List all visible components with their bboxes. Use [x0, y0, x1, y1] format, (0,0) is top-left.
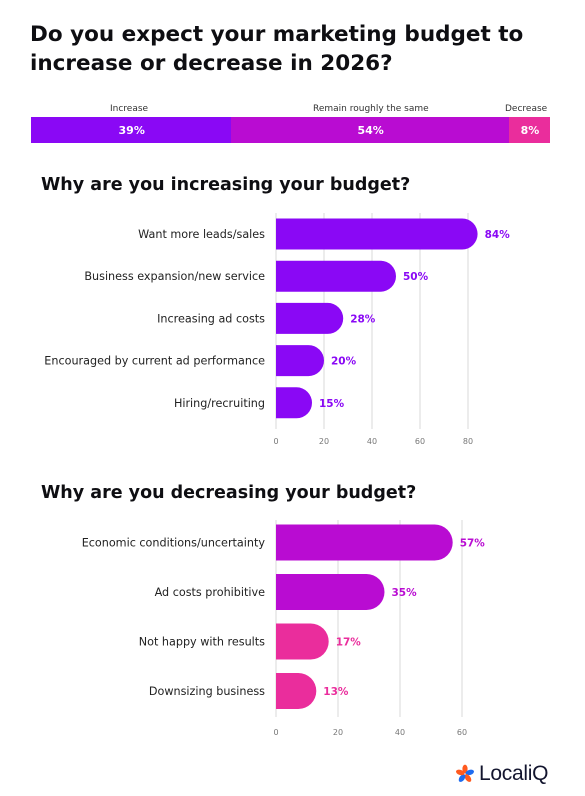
value-label: 57%: [460, 538, 486, 550]
value-label: 35%: [392, 587, 418, 599]
stack-segment-decrease: 8%: [508, 117, 550, 143]
x-tick-label: 60: [415, 437, 425, 446]
category-label: Want more leads/sales: [138, 228, 265, 241]
bar-economic-conditions-uncertainty: [276, 524, 453, 561]
category-label: Hiring/recruiting: [174, 397, 265, 410]
value-label: 15%: [319, 398, 345, 410]
category-label: Ad costs prohibitive: [155, 586, 266, 599]
stack-value-decrease: 8%: [520, 123, 540, 137]
page-title: Do you expect your marketing budget to i…: [30, 22, 524, 76]
bar-ad-costs-prohibitive: [276, 574, 385, 610]
decrease-reasons-chart: 0 20 40 60 Economic conditions/uncertainty 57…: [82, 520, 486, 737]
x-tick-label: 40: [367, 437, 377, 446]
bar-business-expansion-new-service: [276, 260, 396, 292]
category-label: Not happy with results: [139, 636, 265, 649]
bar-want-more-leads-sales: [276, 218, 478, 250]
x-tick-label: 0: [273, 437, 278, 446]
increase-reasons-chart: 0 20 40 60 80 Want more leads/sales 84% Busines…: [44, 213, 511, 446]
stack-label-increase: Increase: [110, 104, 149, 114]
value-label: 28%: [350, 313, 376, 325]
stack-value-increase: 39%: [118, 123, 145, 137]
asterisk-flower-icon: [455, 764, 475, 782]
bar-downsizing-business: [276, 673, 317, 709]
category-label: Increasing ad costs: [157, 312, 265, 325]
x-tick-label: 20: [319, 437, 329, 446]
bar-increasing-ad-costs: [276, 302, 344, 334]
x-tick-label: 60: [457, 728, 467, 737]
x-tick-label: 20: [333, 728, 343, 737]
category-label: Economic conditions/uncertainty: [82, 537, 266, 550]
stack-value-remain: 54%: [357, 123, 384, 137]
value-label: 84%: [485, 229, 511, 241]
increase-chart-title: Why are you increasing your budget?: [41, 175, 411, 195]
localiq-logo: LocaliQ: [455, 762, 548, 786]
x-tick-label: 80: [463, 437, 473, 446]
x-tick-label: 40: [395, 728, 405, 737]
value-label: 50%: [403, 271, 429, 283]
stack-segment-increase: 39%: [31, 117, 233, 143]
category-label: Downsizing business: [149, 685, 265, 698]
stacked-budget-bar: 39% 54% 8%: [31, 117, 550, 143]
value-label: 13%: [323, 686, 349, 698]
x-tick-label: 0: [273, 728, 278, 737]
stack-label-decrease: Decrease: [505, 104, 548, 114]
bar-not-happy-with-results: [276, 623, 329, 660]
value-label: 20%: [331, 356, 357, 368]
stack-segment-remain: 54%: [231, 117, 510, 143]
value-label: 17%: [336, 637, 362, 649]
stack-label-remain: Remain roughly the same: [313, 104, 429, 114]
bar-encouraged-by-current-ad-performance: [276, 345, 324, 377]
bar-hiring-recruiting: [276, 387, 312, 419]
logo-text: LocaliQ: [479, 762, 549, 785]
category-label: Encouraged by current ad performance: [44, 355, 265, 368]
decrease-chart-title: Why are you decreasing your budget?: [41, 483, 417, 503]
category-label: Business expansion/new service: [84, 270, 265, 283]
